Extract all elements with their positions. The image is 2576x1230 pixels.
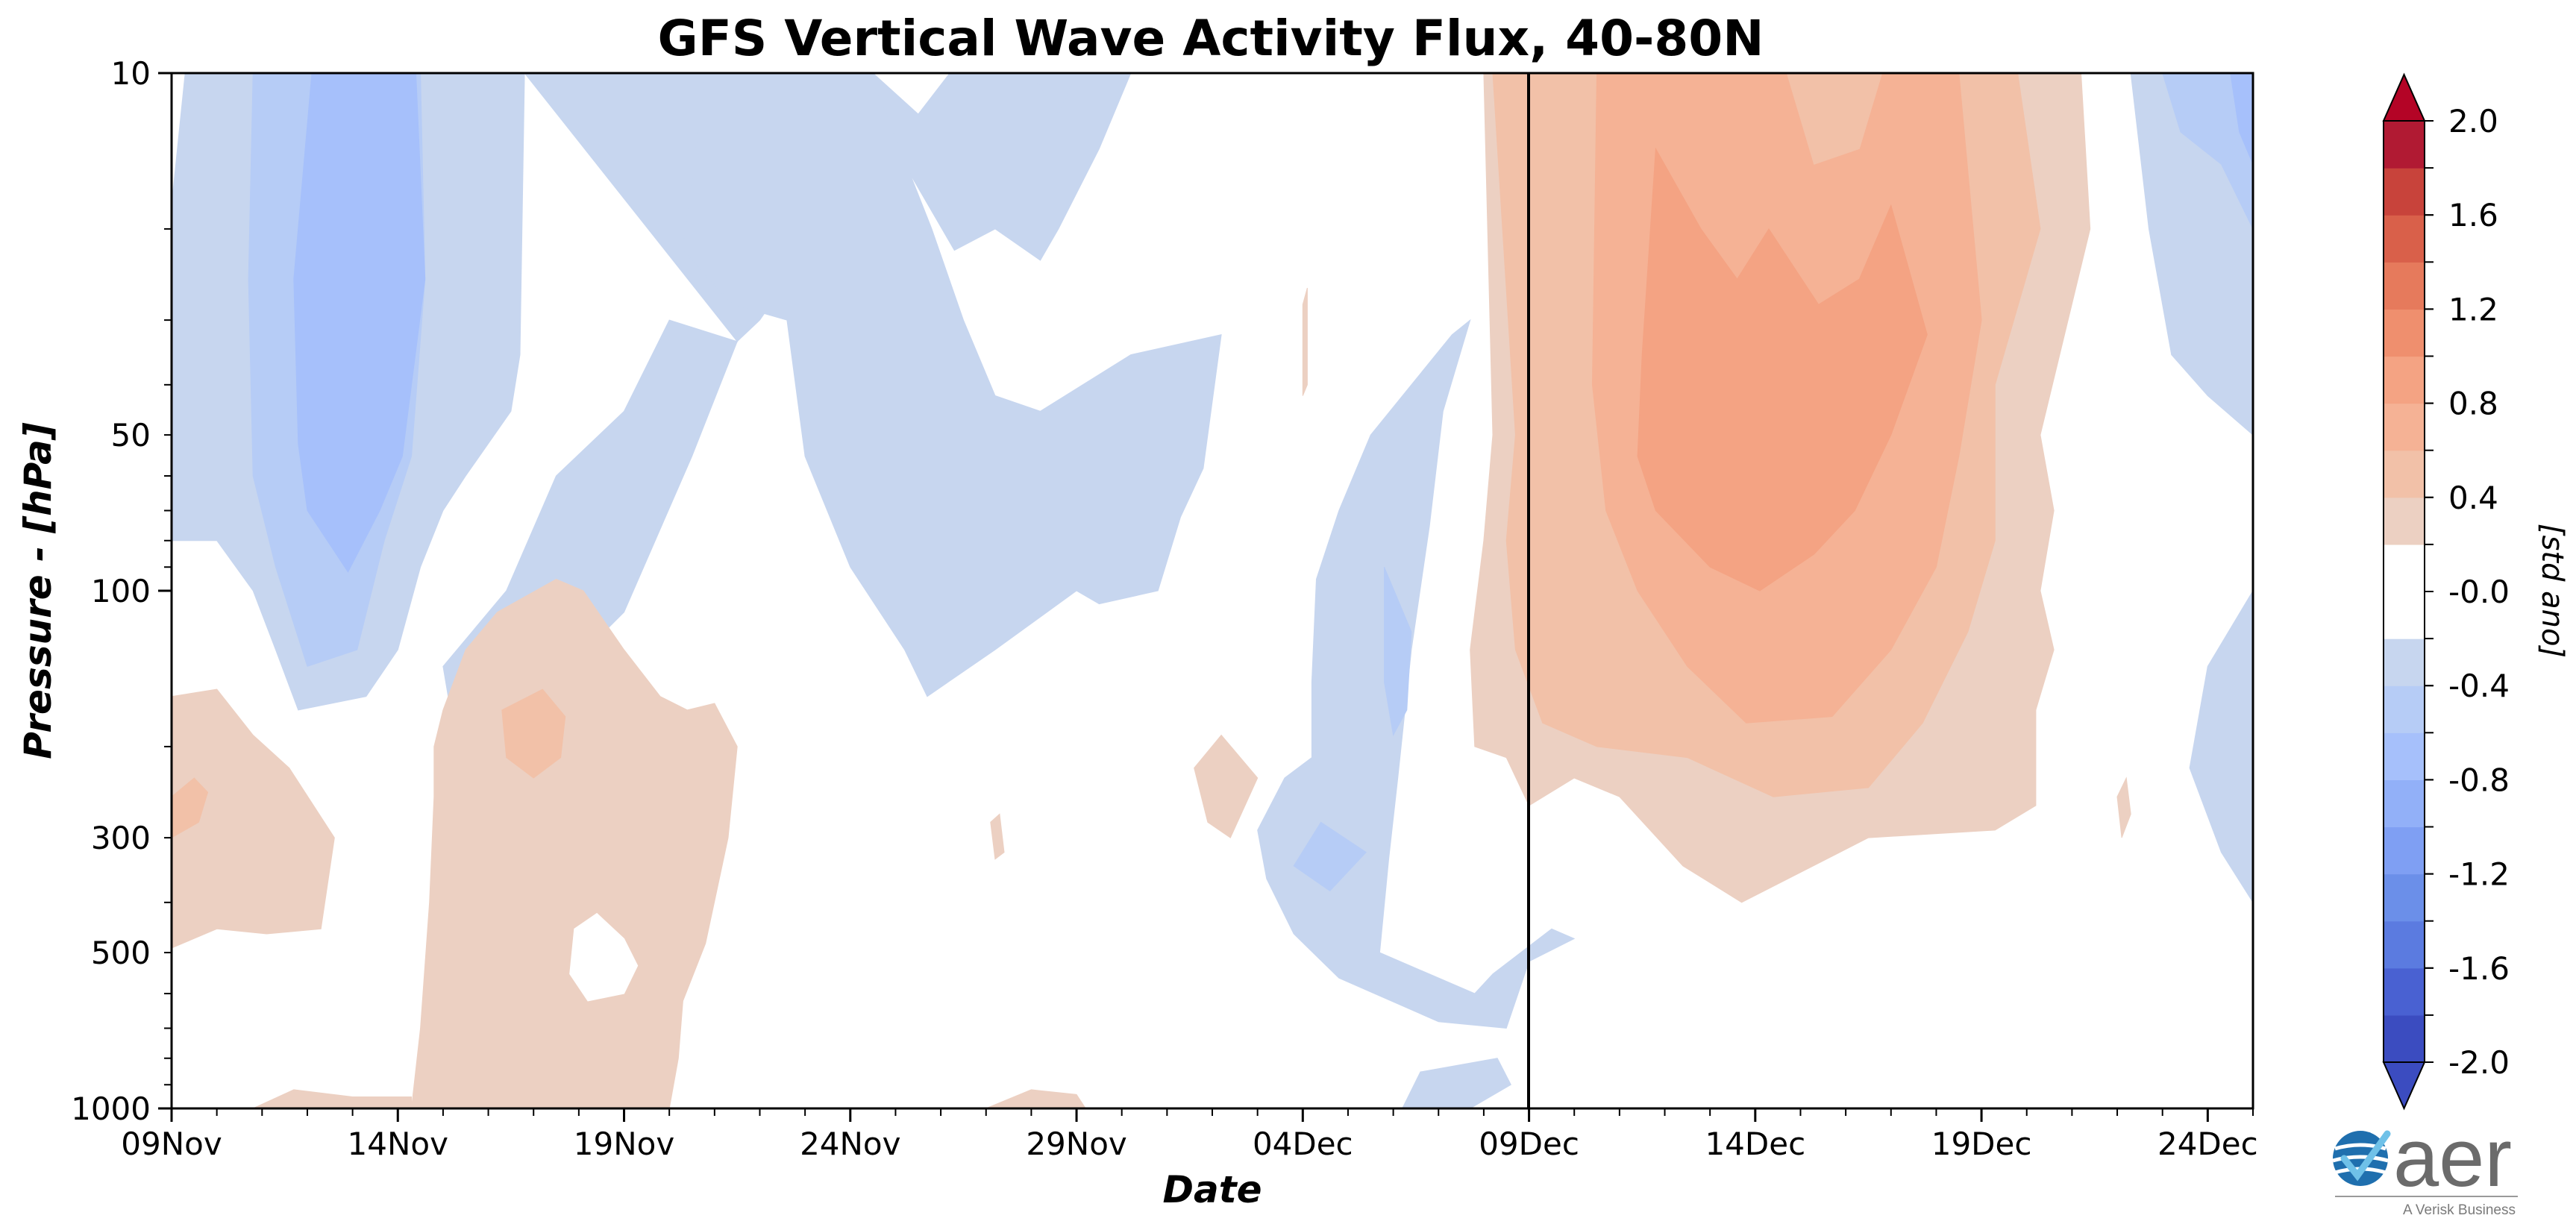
y-tick-label: 300 bbox=[91, 820, 151, 856]
colorbar-segment bbox=[2384, 262, 2425, 310]
colorbar-segment bbox=[2384, 215, 2425, 263]
colorbar-label: [std ano] bbox=[2535, 524, 2569, 658]
y-tick-label: 10 bbox=[111, 55, 151, 92]
colorbar-tick-label: -0.0 bbox=[2448, 574, 2510, 610]
aer-globe-icon bbox=[2332, 1130, 2391, 1186]
colorbar-segment bbox=[2384, 309, 2425, 357]
positive-early-lower bbox=[172, 688, 335, 949]
colorbar-tick-label: 0.8 bbox=[2448, 386, 2498, 422]
colorbar-segment bbox=[2384, 873, 2425, 922]
colorbar-segment bbox=[2384, 168, 2425, 216]
chart-title: GFS Vertical Wave Activity Flux, 40-80N bbox=[658, 10, 1764, 67]
positive-thin-sliver bbox=[990, 813, 1005, 860]
negative-bottom-spot bbox=[1402, 1058, 1511, 1108]
colorbar-tick-label: 0.4 bbox=[2448, 480, 2498, 516]
x-tick-label: 04Dec bbox=[1253, 1126, 1353, 1162]
colorbar-tick-label: -0.4 bbox=[2448, 668, 2510, 704]
positive-december-mid-spot bbox=[1194, 734, 1259, 838]
x-tick-label: 24Nov bbox=[800, 1126, 900, 1162]
negative-late-december bbox=[2130, 73, 2253, 903]
y-tick-label: 100 bbox=[91, 573, 151, 609]
x-tick-label: 09Dec bbox=[1479, 1126, 1579, 1162]
x-axis: 09Nov 14Nov 19Nov 24Nov 29Nov 04Dec 09Dec 14Dec… bbox=[121, 1108, 2258, 1162]
colorbar-tick-label: -0.8 bbox=[2448, 762, 2510, 798]
x-tick-label: 14Nov bbox=[348, 1126, 448, 1162]
x-tick-label: 09Nov bbox=[121, 1126, 222, 1162]
white-hole-mid-november bbox=[569, 912, 639, 1002]
colorbar-segment bbox=[2384, 920, 2425, 969]
negative-300-spot bbox=[1293, 821, 1367, 892]
contour-fills bbox=[172, 73, 2253, 1108]
colorbar-tick-label: -1.2 bbox=[2448, 856, 2510, 893]
colorbar-tick-label: -1.6 bbox=[2448, 950, 2510, 987]
positive-december-thin bbox=[1302, 287, 1308, 396]
negative-strat-core bbox=[293, 73, 426, 573]
colorbar-segment bbox=[2384, 544, 2425, 639]
colorbar-tick-label: 2.0 bbox=[2448, 103, 2498, 139]
logo-subtext: A Verisk Business bbox=[2403, 1202, 2516, 1218]
colorbar-under-arrow bbox=[2382, 1061, 2426, 1111]
negative-december-inner bbox=[1384, 567, 1412, 737]
y-axis: 10 50 100 300 500 1000 bbox=[71, 55, 172, 1127]
colorbar-segment bbox=[2384, 685, 2425, 733]
positive-early-spot bbox=[172, 777, 209, 838]
colorbar-tick-label: 1.6 bbox=[2448, 197, 2498, 233]
colorbar-segment bbox=[2384, 638, 2425, 686]
y-tick-label: 50 bbox=[111, 417, 151, 454]
y-axis-label: Pressure - [hPa] bbox=[16, 422, 60, 759]
plot-area bbox=[170, 72, 2254, 1110]
colorbar-segment bbox=[2384, 450, 2425, 498]
positive-december-1p0 bbox=[1637, 147, 1928, 592]
aer-logo: aer A Verisk Business bbox=[2332, 1112, 2518, 1218]
logo-text: aer bbox=[2393, 1112, 2512, 1204]
positive-mid-november-lower bbox=[410, 578, 738, 1108]
colorbar: 2.0 1.6 1.2 0.8 0.4 -0.0 -0.4 -0.8 -1.2 -1.6 -2.0 bbox=[2382, 72, 2510, 1111]
colorbar-tick-label: 1.2 bbox=[2448, 291, 2498, 327]
x-tick-label: 19Dec bbox=[1931, 1126, 2032, 1162]
colorbar-segment bbox=[2384, 403, 2425, 451]
x-tick-label: 24Dec bbox=[2157, 1126, 2258, 1162]
colorbar-segment bbox=[2384, 967, 2425, 1016]
x-axis-label: Date bbox=[1162, 1168, 1262, 1211]
positive-late-november-small bbox=[985, 1089, 1086, 1108]
colorbar-over-arrow bbox=[2382, 72, 2426, 122]
positive-mid-november-spot bbox=[501, 688, 566, 779]
colorbar-segment bbox=[2384, 356, 2425, 404]
colorbar-segment bbox=[2384, 121, 2425, 169]
positive-bottom-strip bbox=[252, 1089, 412, 1108]
colorbar-segment bbox=[2384, 779, 2425, 828]
negative-late-inner bbox=[2162, 73, 2253, 230]
colorbar-segment bbox=[2384, 497, 2425, 545]
negative-late-core bbox=[2230, 73, 2253, 165]
negative-central-region bbox=[682, 73, 1222, 697]
y-tick-label: 500 bbox=[91, 935, 151, 971]
colorbar-segment bbox=[2384, 826, 2425, 875]
positive-december-top-gap bbox=[1786, 73, 1883, 165]
colorbar-tick-label: -2.0 bbox=[2448, 1044, 2510, 1081]
y-tick-label: 1000 bbox=[71, 1091, 151, 1127]
positive-late-sliver bbox=[2116, 776, 2131, 838]
x-tick-label: 29Nov bbox=[1026, 1126, 1126, 1162]
colorbar-segment bbox=[2384, 1014, 2425, 1063]
colorbar-segment bbox=[2384, 732, 2425, 780]
x-tick-label: 19Nov bbox=[574, 1126, 674, 1162]
x-tick-label: 14Dec bbox=[1705, 1126, 1805, 1162]
